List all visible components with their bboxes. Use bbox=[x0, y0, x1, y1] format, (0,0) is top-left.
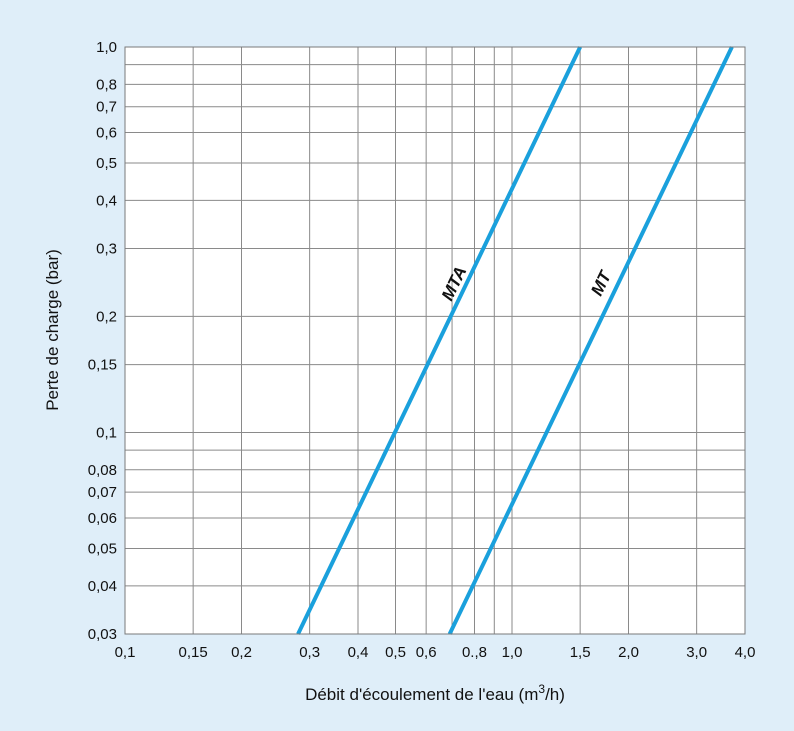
y-tick-label: 0,06 bbox=[88, 510, 117, 527]
x-tick-label: 4,0 bbox=[735, 644, 756, 661]
plot-border bbox=[124, 46, 746, 635]
x-tick-label: 1,5 bbox=[570, 644, 591, 661]
x-axis-title-superscript: 3 bbox=[538, 682, 545, 696]
series-line-mta bbox=[296, 46, 582, 635]
x-axis-title-end: /h) bbox=[545, 685, 565, 704]
y-tick-labels: 0,03 0,04 0,05 0,06 0,07 0,08 0,1 0,15 0,2 0,3 0,4… bbox=[88, 39, 117, 643]
y-tick-label: 0,03 bbox=[88, 626, 117, 643]
y-tick-label: 0,4 bbox=[96, 192, 117, 209]
y-tick-label: 0,3 bbox=[96, 241, 117, 258]
x-tick-label: 0,1 bbox=[115, 644, 136, 661]
plot-area bbox=[125, 47, 745, 634]
x-tick-labels: 0,1 0,15 0,2 0,3 0,4 0,5 0,6 0.,8 1,0 1,5 2,0 3,0 4,… bbox=[115, 644, 756, 661]
y-axis-title: Perte de charge (bar) bbox=[43, 249, 62, 411]
y-tick-label: 0,15 bbox=[88, 357, 117, 374]
series-line-mt bbox=[447, 46, 734, 635]
x-tick-label: 0.,8 bbox=[462, 644, 487, 661]
grid bbox=[124, 46, 746, 635]
x-tick-label: 0,15 bbox=[179, 644, 208, 661]
y-tick-label: 0,6 bbox=[96, 125, 117, 142]
x-axis-title-main: Débit d'écoulement de l'eau (m bbox=[305, 685, 538, 704]
y-tick-label: 0,04 bbox=[88, 578, 117, 595]
y-tick-label: 0,08 bbox=[88, 462, 117, 479]
y-tick-label: 0,5 bbox=[96, 155, 117, 172]
y-tick-label: 0,2 bbox=[96, 308, 117, 325]
x-axis-title: Débit d'écoulement de l'eau (m3/h) bbox=[305, 682, 565, 704]
y-tick-label: 0,07 bbox=[88, 484, 117, 501]
x-tick-label: 2,0 bbox=[618, 644, 639, 661]
x-tick-label: 0,3 bbox=[299, 644, 320, 661]
x-tick-label: 0,6 bbox=[416, 644, 437, 661]
y-tick-label: 0,7 bbox=[96, 99, 117, 116]
y-tick-label: 0,05 bbox=[88, 540, 117, 557]
y-tick-label: 0,8 bbox=[96, 76, 117, 93]
x-tick-label: 3,0 bbox=[686, 644, 707, 661]
y-tick-label: 0,1 bbox=[96, 424, 117, 441]
y-tick-label: 1,0 bbox=[96, 39, 117, 56]
x-tick-label: 1,0 bbox=[502, 644, 523, 661]
x-tick-label: 0,5 bbox=[385, 644, 406, 661]
x-tick-label: 0,2 bbox=[231, 644, 252, 661]
x-tick-label: 0,4 bbox=[348, 644, 369, 661]
